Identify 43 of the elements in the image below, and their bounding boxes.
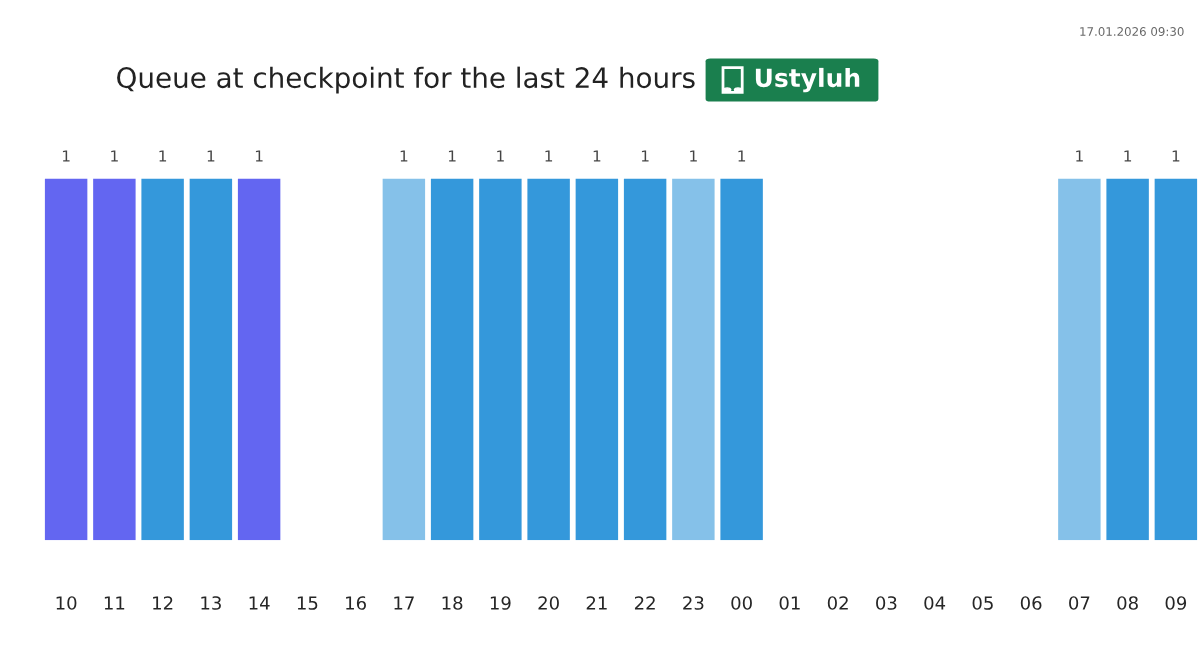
x-tick-label: 09 (1165, 596, 1187, 610)
data-label: 1 (1172, 150, 1180, 162)
data-label: 1 (111, 150, 118, 162)
data-label: 1 (497, 150, 504, 162)
x-tick-label: 18 (442, 596, 463, 610)
x-tick-label: 03 (876, 596, 897, 610)
data-label: 1 (255, 150, 263, 162)
x-tick-label: 01 (779, 596, 800, 610)
data-label: 1 (207, 150, 215, 162)
data-label: 1 (448, 150, 456, 162)
x-tick-label: 21 (586, 596, 607, 610)
x-tick-label: 12 (153, 596, 173, 610)
x-tick-label: 11 (104, 596, 125, 610)
x-tick-label: 20 (538, 596, 559, 610)
x-tick-label: 07 (1069, 596, 1090, 610)
x-tick-label: 16 (346, 596, 366, 610)
x-tick-label: 15 (297, 596, 318, 610)
data-label: 1 (545, 150, 553, 162)
data-label: 1 (738, 150, 746, 162)
x-tick-label: 08 (1117, 596, 1138, 610)
data-label: 1 (593, 150, 601, 162)
data-label: 1 (159, 150, 167, 162)
x-tick-label: 04 (924, 596, 946, 610)
x-tick-label: 05 (972, 596, 993, 610)
data-label: 1 (641, 150, 649, 162)
x-tick-label: 17 (394, 596, 414, 610)
x-tick-label: 10 (56, 596, 77, 610)
data-label: 1 (690, 150, 697, 162)
data-label: 1 (62, 150, 70, 162)
x-tick-label: 19 (490, 596, 511, 610)
data-label: 1 (1076, 150, 1083, 162)
chart-subtitle: Ustyluh (755, 67, 860, 93)
x-tick-label: 23 (683, 596, 704, 610)
x-tick-label: 14 (249, 596, 270, 610)
data-label: 1 (1124, 150, 1132, 162)
data-label: 1 (400, 150, 408, 162)
x-tick-label: 06 (1020, 596, 1042, 610)
text: 17.01.2026 09:30 (1080, 27, 1184, 36)
x-tick-label: 22 (634, 596, 655, 610)
chart-title: Queue at checkpoint for the last 24 hours (117, 66, 695, 94)
x-tick-label: 13 (201, 596, 221, 610)
x-tick-label: 02 (827, 596, 848, 610)
x-tick-label: 00 (731, 596, 752, 610)
